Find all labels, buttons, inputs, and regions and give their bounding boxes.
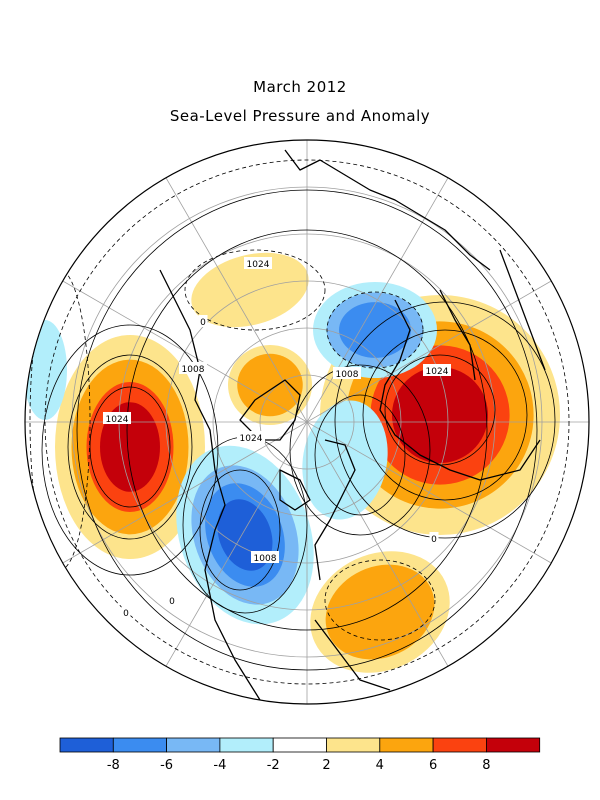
coastline [314, 439, 356, 581]
coastline [379, 299, 541, 481]
zero-anomaly-line [324, 559, 436, 641]
contour-label: 1008 [333, 367, 361, 380]
colorbar-box [112, 737, 168, 753]
contour-label-text: 1024 [240, 434, 263, 444]
colorbar-tick-label: 4 [376, 758, 384, 773]
isobar-line [41, 324, 219, 576]
colorbar-tick-label: -8 [107, 758, 120, 773]
colorbar-tick-label: -6 [160, 758, 173, 773]
isobar-line [199, 469, 281, 591]
map-subtitle: Sea-Level Pressure and Anomaly [169, 107, 431, 125]
contour-label-bg [103, 412, 131, 424]
isobar-line [89, 386, 171, 508]
contour-label-bg [237, 431, 265, 443]
aleutian-high-anomaly [191, 252, 309, 328]
isobar-line [314, 394, 406, 516]
contour-label: 1024 [237, 431, 265, 444]
anomaly-level-p8 [392, 367, 488, 463]
contour-label-text: 1024 [106, 415, 129, 425]
isobar-line [362, 329, 528, 501]
contour-label: 0 [429, 532, 439, 545]
colorbar-box [219, 737, 274, 753]
coastline [284, 149, 491, 271]
contour-label-bg [167, 594, 177, 606]
contour-label-bg [429, 532, 439, 544]
colorbar-box [485, 737, 541, 753]
contour-label: 0 [167, 594, 177, 607]
contour-label: 1008 [179, 362, 207, 375]
contour-label: 1024 [103, 412, 131, 425]
contour-label-text: 1008 [182, 365, 205, 375]
zero-anomaly-line [184, 249, 326, 331]
contour-label-text: 0 [431, 535, 437, 545]
colorbar-box [166, 737, 221, 753]
colorbar-tick-label: 8 [482, 758, 490, 773]
contour-label-text: 1008 [336, 370, 359, 380]
contour-label-text: 0 [169, 597, 175, 607]
map-title: March 2012 [253, 78, 347, 96]
contour-label: 1008 [251, 551, 279, 564]
anomaly-level-p4 [325, 564, 435, 660]
arctic-low-anomaly [313, 282, 437, 378]
colorbar-box [379, 737, 434, 753]
isobar-line [289, 364, 431, 536]
isobar-line [67, 354, 193, 540]
contour-label-text: 1024 [247, 260, 270, 270]
zero-anomaly-line [326, 291, 424, 369]
colorbar-box [432, 737, 487, 753]
globe-border [24, 139, 590, 705]
map-content [25, 140, 589, 704]
contour-label-text: 1024 [426, 367, 449, 377]
coastlines [159, 149, 546, 701]
contour-label-bg [333, 367, 361, 379]
contour-label-bg [198, 315, 208, 327]
contour-label-text: 0 [200, 318, 206, 328]
colorbar-tick-label: -4 [213, 758, 226, 773]
contour-label-bg [251, 551, 279, 563]
contour-label: 1024 [244, 257, 272, 270]
colorbar-tick-label: 6 [429, 758, 437, 773]
contour-label: 0 [121, 606, 131, 619]
isobar-line [126, 229, 488, 631]
contour-label-bg [179, 362, 207, 374]
colorbar-box [272, 737, 327, 753]
colorbar-box [326, 737, 381, 753]
colorbar-box [59, 737, 114, 753]
anomaly-level-p4 [237, 353, 303, 417]
greenland-high-anomaly [228, 345, 312, 425]
coastline [279, 469, 311, 511]
anomaly-level-p8 [100, 402, 160, 492]
zero-anomaly-line [44, 159, 570, 685]
coastline [159, 269, 261, 701]
contour-label-text: 1008 [254, 554, 277, 564]
contour-label-bg [423, 364, 451, 376]
anomaly-level-p2 [191, 252, 309, 328]
coastline [439, 289, 476, 381]
coastline [314, 619, 391, 691]
contour-label-bg [121, 606, 131, 618]
colorbar-tick-label: 2 [322, 758, 330, 773]
contour-labels: 1024 1024 1024 1024 1008 1008 1008 0 0 0 0 [103, 257, 451, 619]
colorbar-tick-label: -2 [267, 758, 280, 773]
contour-label: 1024 [423, 364, 451, 377]
canada-low-anomaly [176, 445, 314, 625]
coastline [499, 249, 546, 371]
contour-label-text: 0 [123, 609, 129, 619]
contour-label: 0 [198, 315, 208, 328]
isobar-line [76, 189, 538, 671]
contour-label-bg [244, 257, 272, 269]
